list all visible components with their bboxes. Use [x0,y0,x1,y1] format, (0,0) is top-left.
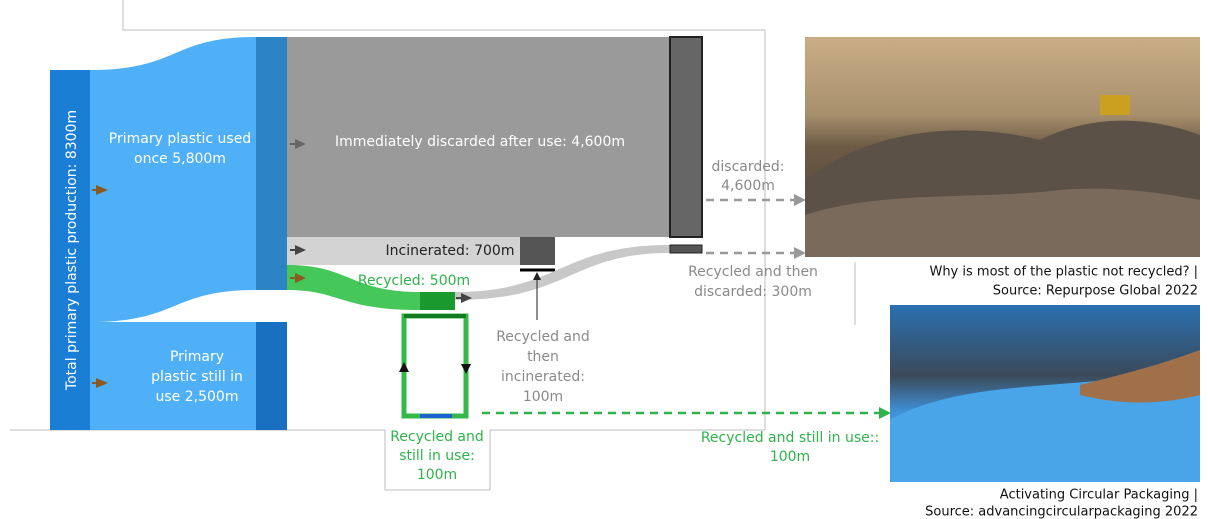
node-incinerated [520,237,555,265]
label-recycled-still-right: Recycled and still in use:: [701,430,879,446]
label-recycled-still: Recycled and [390,429,484,445]
caption: Activating Circular Packaging | [1000,488,1198,503]
label-recycled-incinerated: Recycled and [496,329,590,345]
packaging-photo [890,305,1200,482]
label-total: Total primary plastic production: 8300m [64,110,80,391]
label-recycled-discarded: discarded: 300m [694,284,812,300]
label-discarded: discarded: [712,159,785,175]
label-recycled-still: still in use: [399,448,475,464]
node-still-in-use [256,322,287,430]
label-still-in-use: Primary [170,349,224,365]
label-recycled: Recycled: 500m [358,273,470,289]
label-recycled-still-right: 100m [770,449,810,465]
node-used-once [256,37,287,290]
node-discarded [670,37,702,237]
arrow-down [461,364,471,374]
caption: Source: advancingcircularpackaging 2022 [925,505,1198,519]
label-still-in-use: plastic still in [151,369,243,385]
caption: Source: Repurpose Global 2022 [993,284,1198,299]
label-incinerated: Incinerated: 700m [386,243,515,259]
caption: Why is most of the plastic not recycled?… [929,265,1198,280]
label-recycled-still: 100m [417,467,457,483]
diagram: Total primary plastic production: 8300m … [0,0,1208,519]
label-discarded: 4,600m [721,178,775,194]
label-recycled-incinerated: 100m [523,389,563,405]
flow-used-once [90,37,256,322]
arrow-up [399,362,409,372]
label-used-once: once 5,800m [134,151,226,167]
loop-still-in-use [404,316,466,416]
node-recycled [420,292,455,310]
label-still-in-use: use 2,500m [156,389,239,405]
label-recycled-incinerated: incinerated: [501,369,585,385]
label-discarded-after-use: Immediately discarded after use: 4,600m [335,134,625,150]
node-recycled-discarded [670,245,702,253]
page: Total primary plastic production: 8300m … [0,0,1208,519]
label-recycled-incinerated: then [527,349,559,365]
label-used-once: Primary plastic used [109,131,251,147]
label-recycled-discarded: Recycled and then [688,264,818,280]
landfill-photo [805,37,1200,257]
